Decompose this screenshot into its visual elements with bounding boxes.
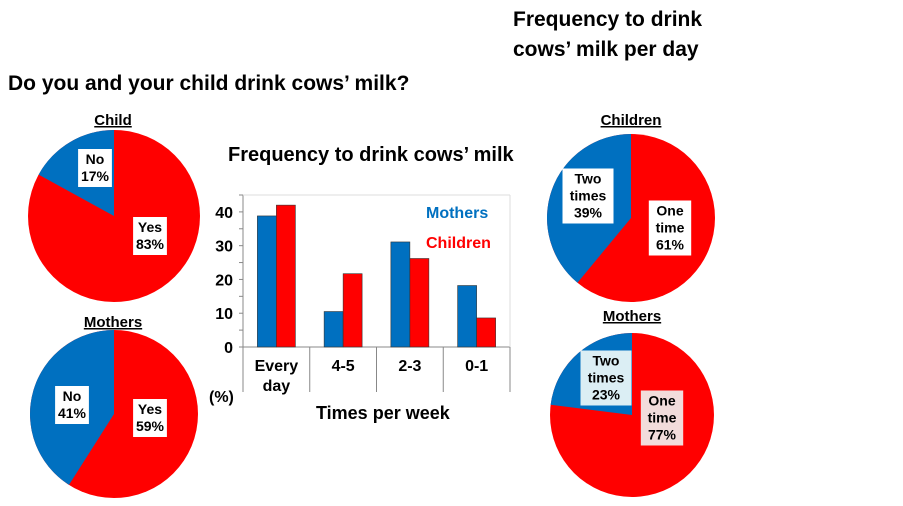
pie-label-text: 77% <box>648 427 677 443</box>
y-tick-label: 30 <box>215 239 233 256</box>
pie-label-box <box>562 168 614 224</box>
pie-label-box <box>78 149 112 187</box>
y-tick-label: 20 <box>215 272 233 289</box>
x-tick-label: Every <box>255 358 299 375</box>
pie-label-text: times <box>570 188 607 204</box>
x-tick-label: 0-1 <box>465 358 488 375</box>
pie-label-text: 17% <box>81 168 110 184</box>
pie-label-text: Two <box>593 353 620 369</box>
pie-label-text: One <box>656 203 683 219</box>
pie-label-box <box>640 390 684 446</box>
pie-label-box <box>648 200 692 256</box>
y-tick-label: 10 <box>215 306 233 323</box>
pie-label-text: time <box>648 410 677 426</box>
bar-mothers <box>323 311 344 348</box>
pie-title: Child <box>94 112 132 129</box>
pie-label-text: No <box>86 151 105 167</box>
left-title: Do you and your child drink cows’ milk? <box>8 72 410 95</box>
pie-label-text: Yes <box>138 219 162 235</box>
y-tick-label: 40 <box>215 205 233 222</box>
pie-title: Children <box>601 112 662 129</box>
pie-label-text: 41% <box>58 405 87 421</box>
bar-mothers <box>257 215 277 348</box>
legend-mothers: Mothers <box>426 205 489 222</box>
x-tick-label: 2-3 <box>398 358 421 375</box>
pie-label-box <box>55 386 89 424</box>
bar-chart-xlabel: Times per week <box>316 403 450 423</box>
bar-chart-title: Frequency to drink cows’ milk <box>228 144 514 166</box>
y-tick-label: 0 <box>224 340 233 357</box>
bar-chart-ylabel: (%) <box>209 389 234 406</box>
bar-mothers <box>390 241 411 348</box>
legend-children: Children <box>426 235 491 252</box>
pie-label-text: 39% <box>574 205 603 221</box>
pie-label-text: time <box>656 220 685 236</box>
pie-label-text: Yes <box>138 401 162 417</box>
pie-label-box <box>580 350 632 406</box>
pie-label-text: times <box>588 370 625 386</box>
pie-label-text: 23% <box>592 387 621 403</box>
pie-label-box <box>133 399 167 437</box>
pie-label-text: 59% <box>136 418 165 434</box>
bar-children <box>342 273 363 348</box>
x-tick-label: day <box>263 378 291 395</box>
bar-children <box>276 204 296 348</box>
bar-children <box>476 317 496 348</box>
pie-label-text: 83% <box>136 236 165 252</box>
bar-children <box>409 258 430 348</box>
pie-title: Mothers <box>603 308 661 325</box>
pie-label-text: No <box>63 388 82 404</box>
right-title-line1: Frequency to drink <box>513 8 703 31</box>
pie-label-box <box>133 217 167 255</box>
x-tick-label: 4-5 <box>332 358 355 375</box>
right-title-line2: cows’ milk per day <box>513 38 699 61</box>
pie-label-text: One <box>648 393 675 409</box>
pie-label-text: 61% <box>656 237 685 253</box>
pie-label-text: Two <box>575 171 602 187</box>
bar-mothers <box>457 285 477 348</box>
pie-title: Mothers <box>84 314 142 331</box>
